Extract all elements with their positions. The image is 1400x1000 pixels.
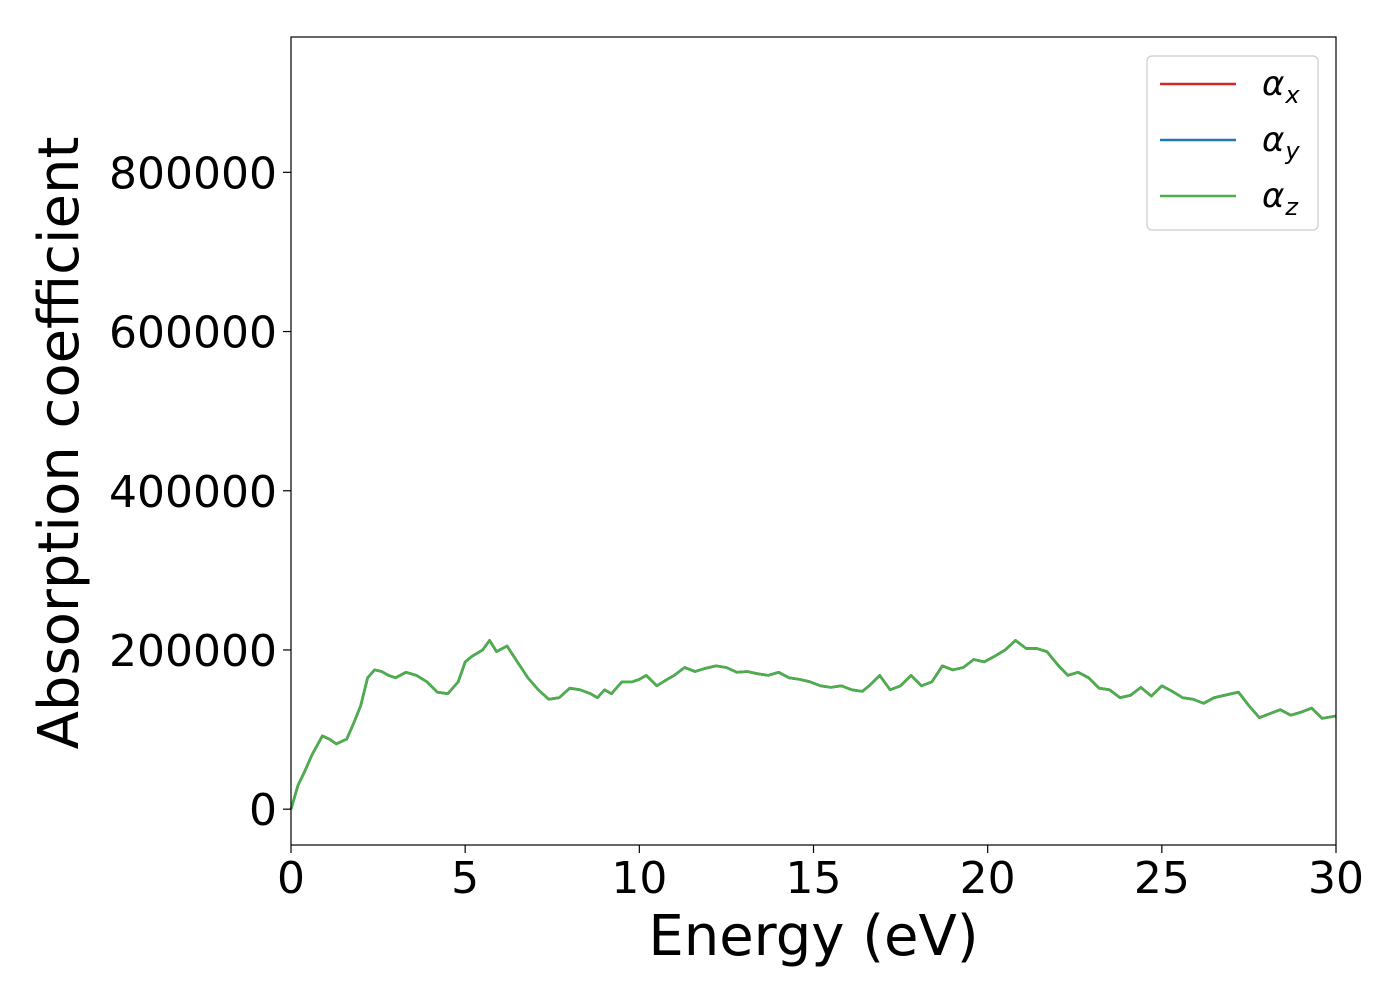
series-line-1: [289, 639, 1337, 810]
legend-symbol: α: [1262, 64, 1284, 104]
x-tick-label: 0: [277, 853, 305, 904]
legend-subscript: z: [1284, 193, 1299, 221]
x-axis-ticks: 0 5 10 15 20 25 30: [277, 845, 1364, 904]
y-axis-ticks: 0 200000 400000 600000 800000: [109, 148, 291, 836]
y-axis-label: Absorption coefficient: [27, 137, 92, 750]
series-layer: [289, 639, 1337, 810]
x-tick-label: 25: [1134, 853, 1190, 904]
x-tick-label: 10: [611, 853, 667, 904]
legend-label-2: αy: [1262, 120, 1300, 165]
y-tick-label: 0: [249, 785, 277, 836]
series-line-3: [289, 639, 1337, 810]
legend-subscript: x: [1284, 81, 1300, 109]
y-tick-label: 200000: [109, 626, 277, 677]
x-tick-label: 20: [960, 853, 1016, 904]
legend-subscript: y: [1284, 137, 1300, 165]
legend-symbol: α: [1262, 120, 1284, 160]
legend-box: [1146, 55, 1319, 231]
x-tick-label: 5: [451, 853, 479, 904]
legend-label-1: αx: [1262, 64, 1300, 109]
x-tick-label: 15: [786, 853, 842, 904]
x-axis-label: Energy (eV): [648, 904, 978, 969]
y-tick-label: 800000: [109, 148, 277, 199]
x-tick-label: 30: [1308, 853, 1364, 904]
legend-symbol: α: [1262, 176, 1284, 216]
y-tick-label: 600000: [109, 308, 277, 359]
y-tick-label: 400000: [109, 467, 277, 518]
series-line-2: [289, 639, 1337, 810]
legend-label-3: αz: [1262, 176, 1299, 221]
